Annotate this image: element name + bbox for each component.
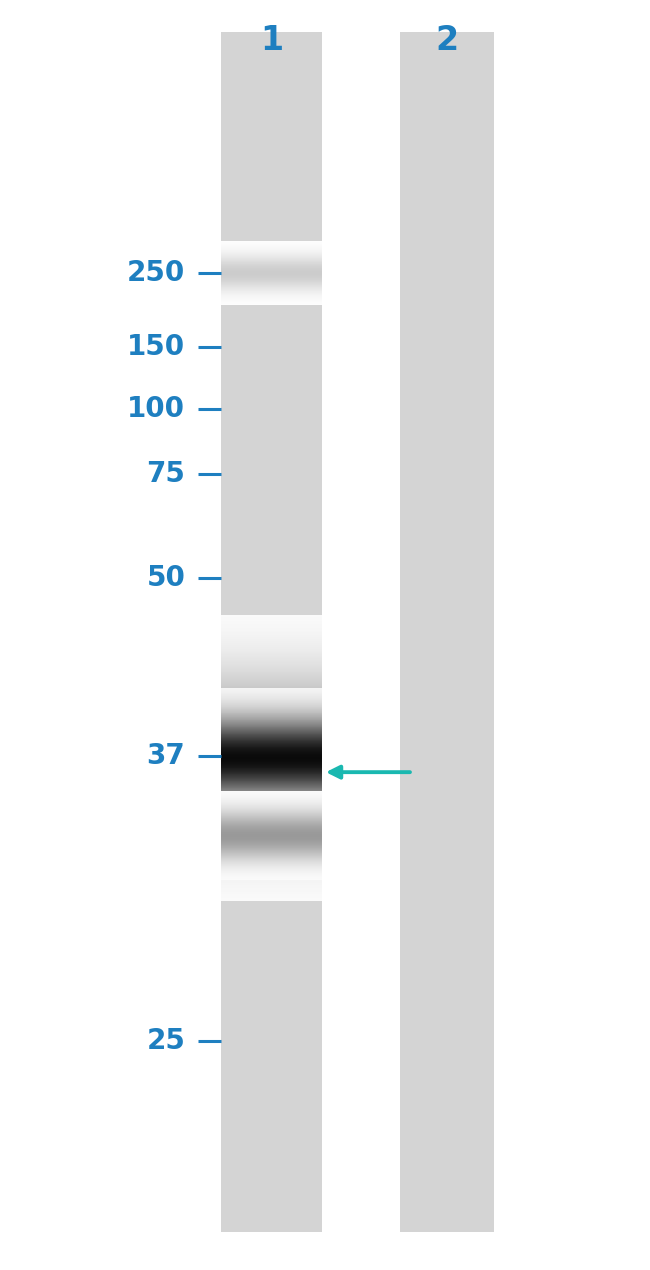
Text: 50: 50 [146,564,185,592]
Text: 250: 250 [127,259,185,287]
Text: 37: 37 [146,742,185,770]
Text: 100: 100 [127,395,185,423]
Text: 150: 150 [127,333,185,361]
Text: 25: 25 [146,1027,185,1055]
Bar [221,32,322,1232]
Text: 75: 75 [146,460,185,488]
Text: 2: 2 [436,24,459,57]
Text: 1: 1 [260,24,283,57]
Bar [400,32,494,1232]
